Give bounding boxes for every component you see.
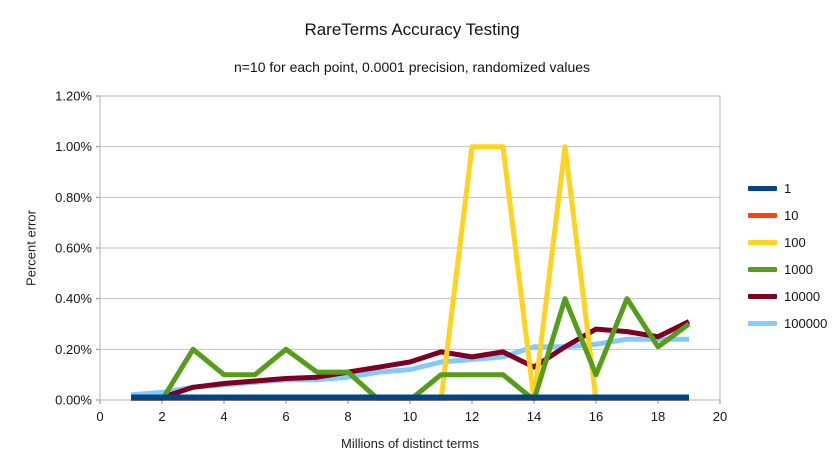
legend-item-10: 10 (748, 202, 827, 229)
x-tick-label: 2 (158, 409, 165, 424)
y-tick-label: 0.40% (55, 291, 92, 306)
x-tick-label: 0 (96, 409, 103, 424)
y-tick-label: 0.00% (55, 393, 92, 408)
legend-label: 1000 (784, 262, 813, 277)
series-line-10000 (131, 319, 691, 400)
legend-item-10000: 10000 (748, 283, 827, 310)
chart-title: RareTerms Accuracy Testing (304, 20, 520, 39)
legend-item-100000: 100000 (748, 310, 827, 337)
x-axis-title: Millions of distinct terms (341, 436, 479, 451)
legend-item-100: 100 (748, 229, 827, 256)
y-tick-label: 1.20% (55, 89, 92, 104)
legend-swatch-100 (748, 240, 777, 245)
y-tick-label: 0.60% (55, 241, 92, 256)
legend-label: 10000 (784, 289, 821, 304)
chart-subtitle: n=10 for each point, 0.0001 precision, r… (233, 59, 591, 75)
legend-item-1000: 1000 (748, 256, 827, 283)
x-tick-label: 20 (713, 409, 727, 424)
y-tick-label: 0.20% (55, 342, 92, 357)
x-tick-label: 16 (589, 409, 603, 424)
x-tick-label: 10 (403, 409, 417, 424)
y-tick-label: 0.80% (55, 190, 92, 205)
y-tick-label: 1.00% (55, 139, 92, 154)
x-tick-label: 12 (465, 409, 479, 424)
legend-swatch-10000 (748, 294, 777, 299)
legend-label: 10 (784, 208, 799, 223)
x-tick-label: 14 (527, 409, 541, 424)
x-tick-label: 6 (282, 409, 289, 424)
legend-swatch-10 (748, 213, 777, 218)
x-tick-label: 4 (220, 409, 227, 424)
legend-swatch-100000 (748, 321, 777, 326)
legend-label: 100 (784, 235, 806, 250)
legend-label: 100000 (784, 316, 828, 331)
legend-label: 1 (784, 181, 792, 196)
legend-swatch-1 (748, 186, 777, 191)
legend-swatch-1000 (748, 267, 777, 272)
legend: 1 10 100 1000 10000 100000 (748, 175, 827, 337)
x-tick-label: 18 (651, 409, 665, 424)
x-tick-label: 8 (344, 409, 351, 424)
legend-item-1: 1 (748, 175, 827, 202)
